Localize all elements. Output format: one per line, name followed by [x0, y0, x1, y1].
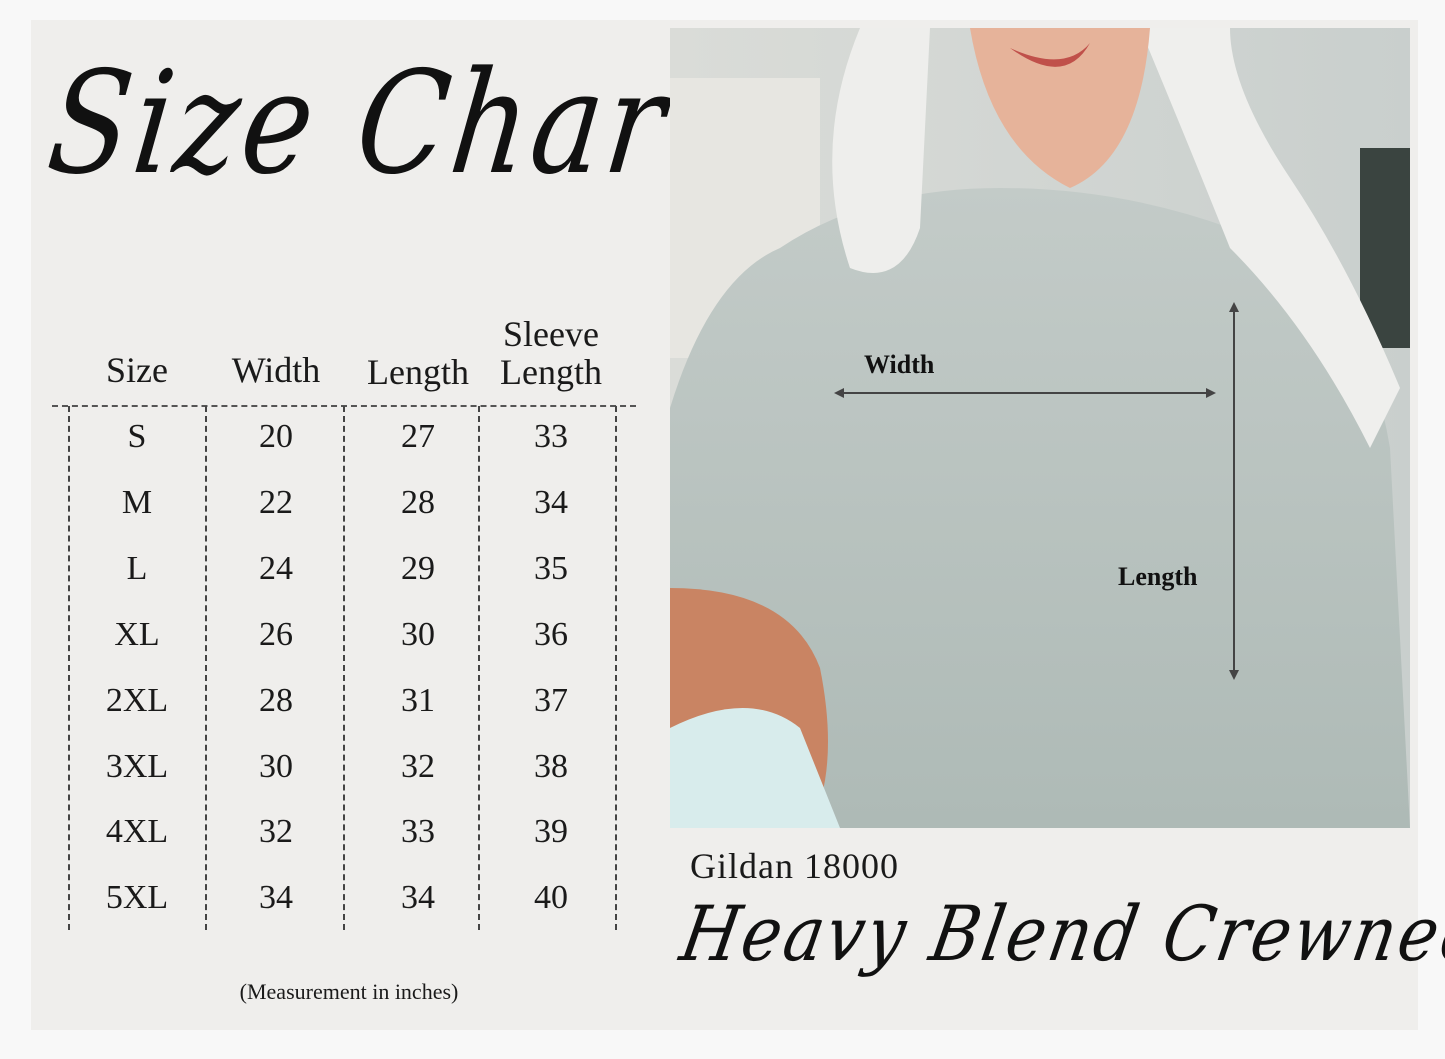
measurement-cell: 37 [534, 681, 568, 719]
size-cell: L [126, 549, 148, 587]
column-divider [68, 406, 70, 930]
size-cell: 2XL [105, 681, 169, 719]
measurement-cell: 32 [401, 747, 435, 785]
measurement-cell: 36 [534, 615, 568, 653]
measurement-cell: 39 [534, 813, 568, 851]
column-divider [343, 406, 345, 930]
measurement-cell: 34 [401, 879, 435, 917]
header-width: Width [231, 350, 321, 390]
measurement-cell: 22 [259, 483, 293, 521]
header-length: Length [367, 352, 469, 392]
size-cell: 4XL [105, 813, 169, 851]
measurement-cell: 30 [401, 615, 435, 653]
measurement-cell: 34 [534, 483, 568, 521]
measurement-cell: 26 [259, 615, 293, 653]
product-photo [670, 28, 1410, 828]
measurement-cell: 34 [259, 879, 293, 917]
size-cell: 3XL [105, 747, 169, 785]
measurement-cell: 27 [401, 418, 435, 455]
measurement-cell: 20 [259, 418, 293, 455]
measurement-cell: 29 [401, 549, 435, 587]
measurement-cell: 32 [259, 813, 293, 851]
header-sleeve-bottom: Length [500, 352, 602, 392]
product-style: Heavy Blend Crewneck [674, 890, 1445, 979]
measurement-cell: 30 [259, 747, 293, 785]
product-model: Gildan 18000 [690, 846, 899, 886]
length-measure-label: Length [1118, 562, 1198, 591]
column-divider [478, 406, 480, 930]
measurement-cell: 35 [534, 549, 568, 587]
size-cell: 5XL [105, 879, 169, 917]
measurement-cell: 33 [401, 813, 435, 851]
size-cell: M [121, 483, 153, 521]
width-measure-label: Width [864, 350, 935, 379]
measurement-cell: 40 [534, 879, 568, 917]
measurement-cell: 31 [401, 681, 435, 719]
model-wearing-sweatshirt-image [670, 28, 1410, 828]
measurement-cell: 28 [259, 681, 293, 719]
measurement-note: (Measurement in inches) [239, 979, 459, 1004]
measurement-cell: 38 [534, 747, 568, 785]
header-sleeve-top: Sleeve [503, 314, 599, 354]
size-chart-title: Size Chart [40, 40, 729, 206]
measurement-cell: 33 [534, 418, 568, 455]
size-cell: XL [114, 615, 160, 653]
header-size: Size [106, 350, 168, 390]
size-cell: S [127, 418, 147, 455]
column-divider [205, 406, 207, 930]
measurement-cell: 28 [401, 483, 435, 521]
measurement-cell: 24 [259, 549, 293, 587]
column-divider [615, 406, 617, 930]
